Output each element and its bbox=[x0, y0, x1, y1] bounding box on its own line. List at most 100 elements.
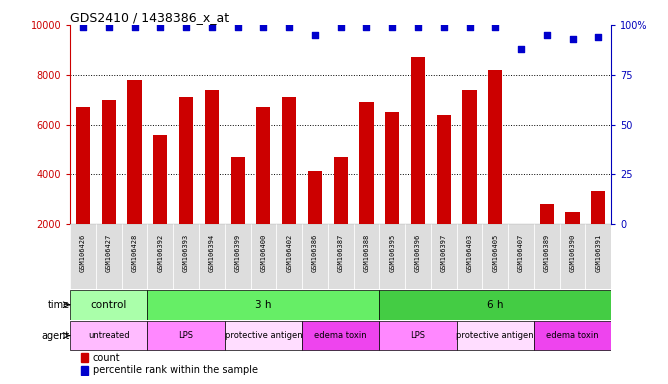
Text: GSM106428: GSM106428 bbox=[132, 234, 138, 272]
Text: control: control bbox=[91, 300, 127, 310]
Bar bbox=[566, 212, 580, 274]
FancyBboxPatch shape bbox=[122, 224, 148, 290]
Point bbox=[438, 24, 449, 30]
Point bbox=[387, 24, 397, 30]
FancyBboxPatch shape bbox=[379, 321, 457, 350]
FancyBboxPatch shape bbox=[508, 224, 534, 290]
Bar bbox=[179, 97, 193, 274]
Point bbox=[464, 24, 475, 30]
FancyBboxPatch shape bbox=[70, 290, 148, 319]
Text: GSM106392: GSM106392 bbox=[158, 234, 163, 272]
FancyBboxPatch shape bbox=[302, 321, 379, 350]
Bar bbox=[128, 80, 142, 274]
Point bbox=[284, 24, 295, 30]
FancyBboxPatch shape bbox=[353, 224, 379, 290]
Point bbox=[542, 32, 552, 38]
Text: GSM106397: GSM106397 bbox=[441, 234, 447, 272]
FancyBboxPatch shape bbox=[199, 224, 224, 290]
FancyBboxPatch shape bbox=[173, 224, 199, 290]
FancyBboxPatch shape bbox=[457, 224, 482, 290]
Text: GSM106390: GSM106390 bbox=[570, 234, 576, 272]
FancyBboxPatch shape bbox=[585, 224, 611, 290]
FancyBboxPatch shape bbox=[70, 321, 148, 350]
Text: GSM106426: GSM106426 bbox=[80, 234, 86, 272]
FancyBboxPatch shape bbox=[96, 224, 122, 290]
FancyBboxPatch shape bbox=[250, 224, 277, 290]
Point bbox=[206, 24, 217, 30]
Text: GSM106391: GSM106391 bbox=[595, 234, 601, 272]
Point bbox=[567, 36, 578, 42]
Point bbox=[335, 24, 346, 30]
Point bbox=[258, 24, 269, 30]
FancyBboxPatch shape bbox=[70, 224, 96, 290]
FancyBboxPatch shape bbox=[457, 321, 534, 350]
Point bbox=[181, 24, 192, 30]
Text: GSM106394: GSM106394 bbox=[209, 234, 215, 272]
Text: edema toxin: edema toxin bbox=[315, 331, 367, 340]
Point bbox=[413, 24, 424, 30]
FancyBboxPatch shape bbox=[379, 224, 405, 290]
Text: GSM106395: GSM106395 bbox=[389, 234, 395, 272]
Point bbox=[490, 24, 500, 30]
Text: LPS: LPS bbox=[410, 331, 426, 340]
Text: 3 h: 3 h bbox=[255, 300, 272, 310]
FancyBboxPatch shape bbox=[148, 290, 379, 319]
Bar bbox=[81, 354, 88, 362]
Text: GSM106389: GSM106389 bbox=[544, 234, 550, 272]
Text: edema toxin: edema toxin bbox=[546, 331, 599, 340]
FancyBboxPatch shape bbox=[431, 224, 457, 290]
Text: untreated: untreated bbox=[88, 331, 130, 340]
Bar bbox=[76, 107, 90, 274]
Bar bbox=[591, 190, 605, 274]
Text: percentile rank within the sample: percentile rank within the sample bbox=[93, 366, 258, 376]
Point bbox=[593, 34, 604, 40]
FancyBboxPatch shape bbox=[302, 224, 328, 290]
FancyBboxPatch shape bbox=[224, 321, 302, 350]
Bar bbox=[514, 248, 528, 274]
Text: GDS2410 / 1438386_x_at: GDS2410 / 1438386_x_at bbox=[70, 11, 229, 24]
Text: protective antigen: protective antigen bbox=[224, 331, 302, 340]
Point bbox=[361, 24, 372, 30]
Bar bbox=[230, 157, 244, 274]
Point bbox=[309, 32, 320, 38]
FancyBboxPatch shape bbox=[534, 224, 560, 290]
Bar bbox=[81, 366, 88, 375]
Bar bbox=[282, 97, 296, 274]
Point bbox=[155, 24, 166, 30]
Bar bbox=[540, 204, 554, 274]
Text: GSM106399: GSM106399 bbox=[234, 234, 240, 272]
Text: LPS: LPS bbox=[178, 331, 194, 340]
Bar bbox=[153, 134, 168, 274]
Text: GSM106388: GSM106388 bbox=[363, 234, 369, 272]
Bar bbox=[488, 70, 502, 274]
Text: agent: agent bbox=[41, 331, 69, 341]
FancyBboxPatch shape bbox=[277, 224, 302, 290]
Bar bbox=[385, 112, 399, 274]
Text: GSM106396: GSM106396 bbox=[415, 234, 421, 272]
Bar bbox=[308, 170, 322, 274]
Text: GSM106393: GSM106393 bbox=[183, 234, 189, 272]
Text: time: time bbox=[47, 300, 69, 310]
FancyBboxPatch shape bbox=[534, 321, 611, 350]
FancyBboxPatch shape bbox=[482, 224, 508, 290]
Point bbox=[104, 24, 114, 30]
Text: GSM106427: GSM106427 bbox=[106, 234, 112, 272]
Bar bbox=[411, 57, 425, 274]
Bar bbox=[333, 157, 348, 274]
Bar bbox=[205, 90, 219, 274]
Text: GSM106405: GSM106405 bbox=[492, 234, 498, 272]
Bar bbox=[437, 114, 451, 274]
FancyBboxPatch shape bbox=[148, 321, 224, 350]
Bar bbox=[359, 102, 373, 274]
FancyBboxPatch shape bbox=[405, 224, 431, 290]
Point bbox=[77, 24, 88, 30]
Text: GSM106386: GSM106386 bbox=[312, 234, 318, 272]
Bar bbox=[102, 100, 116, 274]
Text: GSM106387: GSM106387 bbox=[338, 234, 343, 272]
FancyBboxPatch shape bbox=[560, 224, 585, 290]
FancyBboxPatch shape bbox=[224, 224, 250, 290]
FancyBboxPatch shape bbox=[379, 290, 611, 319]
Text: protective antigen: protective antigen bbox=[456, 331, 534, 340]
Text: GSM106403: GSM106403 bbox=[466, 234, 472, 272]
FancyBboxPatch shape bbox=[328, 224, 353, 290]
